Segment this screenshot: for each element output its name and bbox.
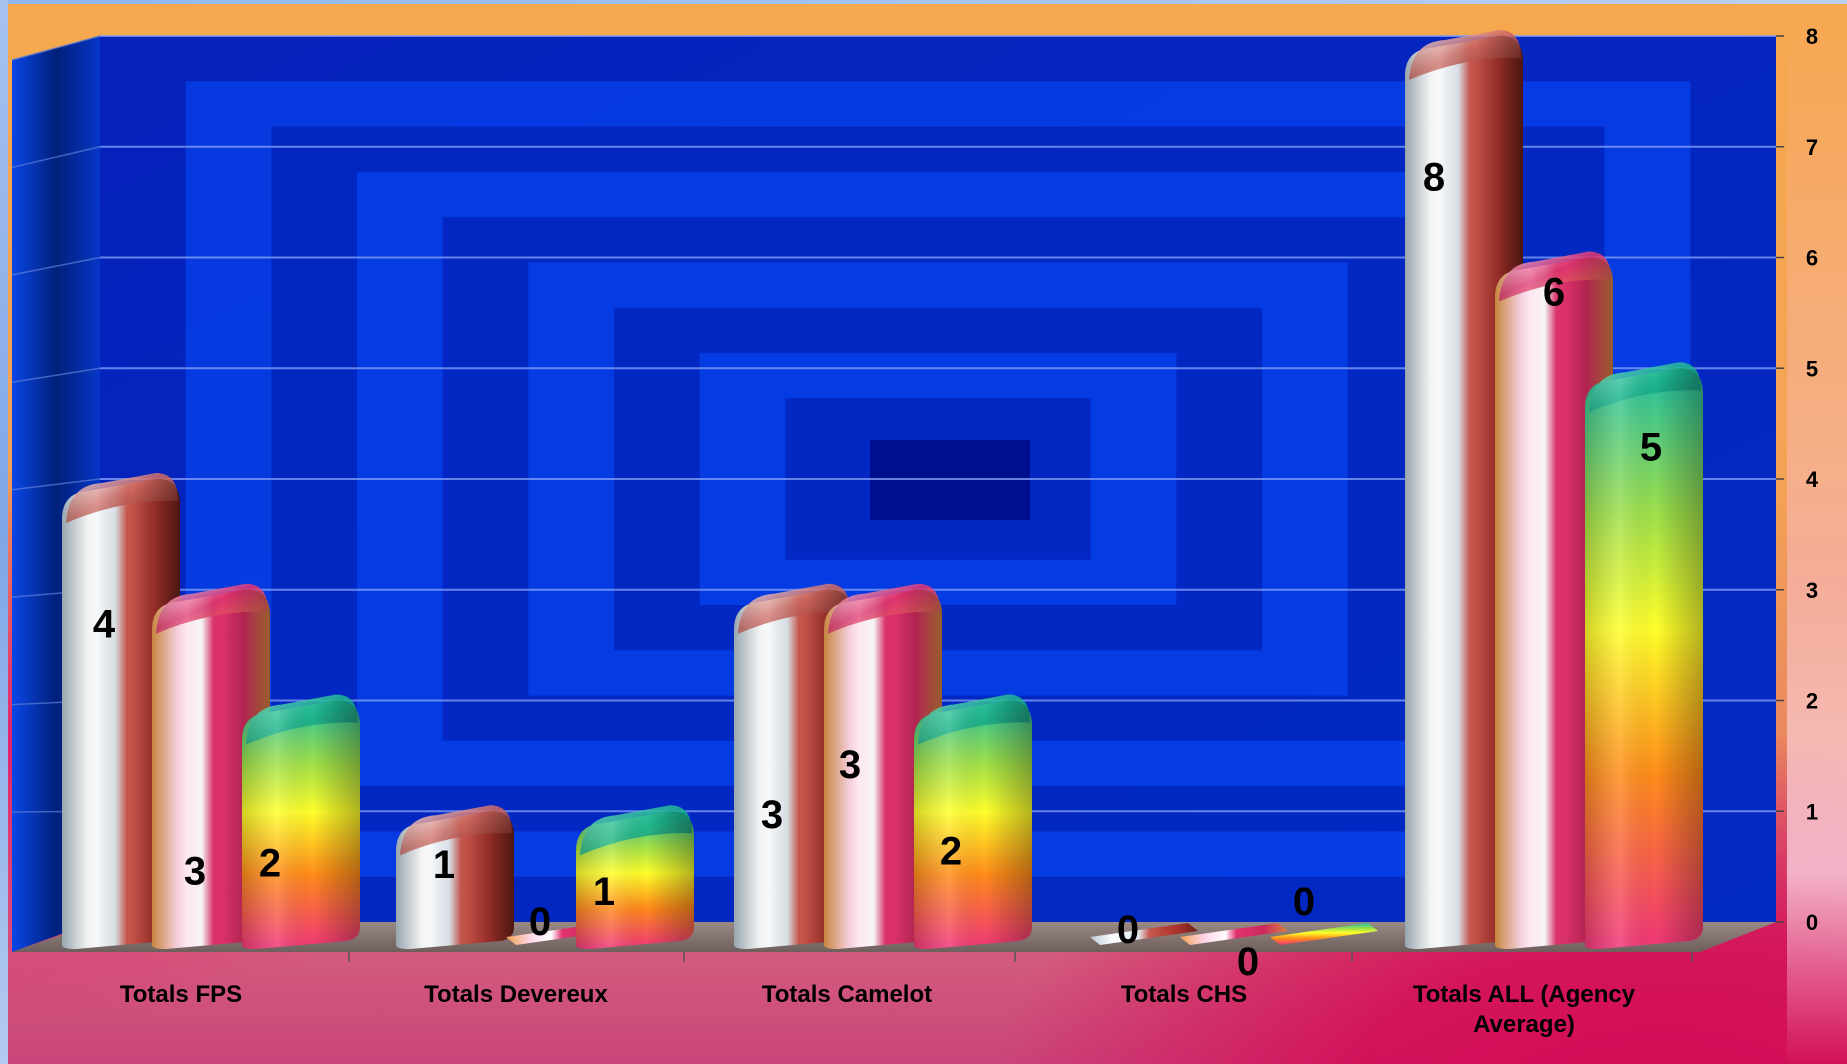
top-border (0, 0, 1847, 4)
data-label: 1 (433, 843, 455, 887)
category-label: Totals Devereux (424, 981, 608, 1008)
y-tick-label: 6 (1806, 246, 1818, 271)
bars (62, 30, 1703, 950)
y-tick-label: 0 (1806, 910, 1818, 935)
side-gridline (11, 478, 101, 491)
category-label: Totals CHS (1121, 981, 1247, 1008)
category-label: Totals FPS (120, 981, 242, 1008)
bar-shading (62, 478, 180, 949)
category-label: Totals ALL (Agency (1413, 981, 1636, 1008)
data-label: 2 (259, 842, 281, 886)
bar-shading (396, 811, 514, 949)
y-tick-label: 5 (1806, 356, 1818, 381)
bar-shading (242, 700, 360, 949)
data-label: 3 (839, 743, 861, 787)
x-axis-labels: Totals FPS Totals Devereux Totals Camelot T… (120, 952, 1693, 1038)
bar-shading (824, 589, 942, 949)
data-label: 8 (1423, 156, 1445, 200)
bar (1090, 923, 1198, 945)
side-gridline (11, 367, 101, 384)
data-label: 2 (940, 829, 962, 873)
y-tick-label: 8 (1806, 24, 1818, 49)
y-tick-label: 2 (1806, 689, 1818, 714)
bar-shading (1585, 368, 1703, 949)
bar-shading (152, 589, 270, 949)
category-label: Totals Camelot (762, 981, 932, 1008)
bar-shading (1405, 35, 1523, 950)
data-label: 3 (184, 850, 206, 894)
bar (1180, 923, 1288, 945)
bar-shading (576, 811, 694, 949)
data-label: 0 (1117, 908, 1139, 952)
data-label: 0 (1237, 940, 1259, 984)
right-glow (1787, 0, 1847, 1064)
bar-shading (1495, 257, 1613, 949)
side-gridline (11, 256, 101, 276)
side-gridline (11, 35, 101, 61)
side-gridline (11, 146, 101, 169)
data-label: 4 (93, 602, 116, 646)
bar-shading (914, 700, 1032, 949)
y-tick-label: 7 (1806, 135, 1818, 160)
data-label: 6 (1543, 271, 1565, 315)
data-label: 0 (529, 900, 551, 944)
bar-shading (734, 589, 852, 949)
y-tick-label: 4 (1806, 467, 1819, 492)
y-tick-label: 3 (1806, 578, 1818, 603)
y-axis-ticks: 0 1 2 3 4 5 6 7 8 (1776, 24, 1819, 935)
bar (1270, 923, 1378, 945)
data-label: 1 (593, 870, 615, 914)
data-label: 0 (1293, 880, 1315, 924)
y-tick-label: 1 (1806, 799, 1818, 824)
left-border (0, 0, 8, 1064)
data-label: 3 (761, 793, 783, 837)
category-label: Average) (1473, 1011, 1575, 1038)
data-label: 5 (1640, 426, 1662, 470)
